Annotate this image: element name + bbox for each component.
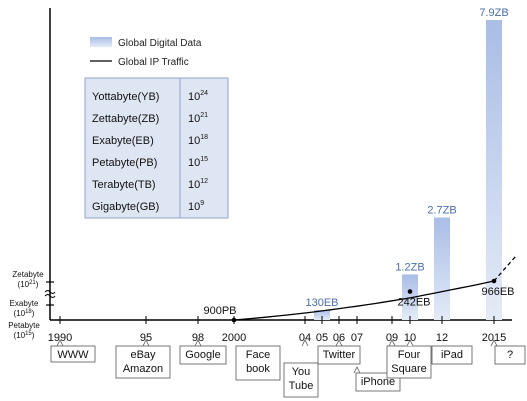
event-box — [431, 345, 473, 365]
legend-swatch-digital-data — [90, 37, 112, 47]
event-label: Tube — [289, 380, 314, 392]
x-tick-label-1990: 1990 — [48, 332, 72, 344]
unit-name-petabyte-pb: Petabyte(PB) — [92, 157, 157, 169]
unit-name-zettabyte-zb: Zettabyte(ZB) — [92, 113, 159, 125]
event-www: WWW — [50, 339, 96, 363]
axis-break-mark — [44, 290, 56, 298]
event-twitter: Twitter — [317, 339, 361, 365]
event-label: Square — [391, 363, 426, 375]
x-tick-label-2009: 09 — [386, 332, 398, 344]
event-box — [494, 345, 526, 365]
unit-power-gigabyte-gb: 109 — [188, 200, 204, 213]
y-unit-name-exabyte: Exabyte — [10, 299, 39, 308]
ip-traffic-line — [233, 280, 495, 321]
unit-power-zettabyte-zb: 1021 — [188, 112, 208, 125]
unit-power-exabyte-eb: 1018 — [188, 134, 208, 147]
legend-label-ip-traffic: Global IP Traffic — [118, 57, 189, 68]
legend-label-digital-data: Global Digital Data — [118, 38, 202, 49]
unit-name-gigabyte-gb: Gigabyte(GB) — [92, 201, 159, 213]
event-label: Four — [398, 349, 421, 361]
bar-label-2012: 2.7ZB — [427, 204, 456, 216]
y-unit-power-exabyte: (1018) — [14, 309, 35, 318]
events-layer: WWW eBay Amazon Google Face book You Tube Twitte… — [50, 339, 526, 398]
event-box — [386, 345, 432, 379]
event-tail — [490, 339, 498, 347]
event-label: iPad — [441, 349, 463, 361]
x-tick-label-2005: 05 — [316, 332, 328, 344]
event-label: Amazon — [123, 363, 163, 375]
event-label: eBay — [130, 349, 156, 361]
unit-name-terabyte-tb: Terabyte(TB) — [92, 179, 156, 191]
unit-power-petabyte-pb: 1015 — [188, 156, 208, 169]
y-unit-power-petabyte: (1015) — [14, 331, 35, 340]
event-face-book: Face book — [235, 339, 309, 381]
event-label: Twitter — [323, 349, 356, 361]
event-box — [235, 345, 281, 381]
unit-table-background — [84, 77, 229, 219]
event-ipad: iPad — [406, 339, 473, 365]
x-tick-label-1998: 98 — [192, 332, 204, 344]
ip-label-2000: 900PB — [203, 305, 236, 317]
bar-2005 — [314, 310, 330, 320]
event-box — [317, 345, 361, 365]
ip-point-2010 — [407, 289, 413, 294]
x-tick-label-2000: 2000 — [222, 332, 246, 344]
event-: ? — [490, 339, 526, 365]
bar-2015 — [486, 20, 502, 320]
event-box — [50, 345, 96, 363]
unit-table: Yottabyte(YB) 1024 Zettabyte(ZB) 1021 Exabyt… — [84, 77, 229, 219]
ip-label-2015: 966EB — [481, 286, 514, 298]
event-four-square: Four Square — [386, 339, 432, 379]
ip-traffic-projection — [493, 255, 517, 282]
event-label: WWW — [57, 349, 89, 361]
event-label: You — [292, 366, 311, 378]
x-tick-label-2015: 2015 — [482, 332, 506, 344]
legend: Global Digital Data Global IP Traffic — [90, 37, 202, 68]
x-tick-label-2007: 07 — [351, 332, 363, 344]
x-tick-label-2012: 12 — [436, 332, 448, 344]
x-tick-label-2010: 10 — [404, 332, 416, 344]
event-label: Face — [246, 349, 270, 361]
event-tail — [335, 339, 343, 347]
unit-power-yottabyte-yb: 1024 — [188, 90, 208, 103]
y-axis-units: Zetabyte (1021) Exabyte (1018) Petabyte … — [8, 270, 44, 340]
bar-label-2005: 130EB — [305, 297, 338, 309]
event-google: Google — [179, 339, 227, 365]
bar-label-2010: 1.2ZB — [395, 261, 424, 273]
bars-layer: 130EB 1.2ZB 2.7ZB 7.9ZB — [305, 7, 509, 320]
ip-point-2015 — [491, 278, 497, 284]
event-ebay-amazon: eBay Amazon — [115, 339, 171, 379]
event-tail — [406, 339, 414, 347]
event-you-tube: You Tube — [283, 356, 326, 398]
event-box — [179, 345, 227, 365]
y-unit-name-zetabyte: Zetabyte — [12, 270, 44, 279]
unit-name-exabyte-eb: Exabyte(EB) — [92, 135, 154, 147]
event-tail — [388, 339, 396, 347]
event-tail — [353, 366, 361, 374]
bar-2012 — [434, 217, 450, 320]
event-label: Google — [185, 349, 220, 361]
ip-label-2010: 242EB — [397, 297, 430, 309]
event-tail — [142, 339, 150, 347]
event-tail — [194, 339, 202, 347]
event-box — [283, 362, 319, 398]
event-tail — [301, 339, 309, 347]
event-box — [115, 345, 171, 379]
unit-name-yottabyte-yb: Yottabyte(YB) — [92, 91, 159, 103]
unit-power-terabyte-tb: 1012 — [188, 178, 208, 191]
event-label: ? — [507, 349, 513, 361]
x-tick-label-2006: 06 — [333, 332, 345, 344]
event-label: book — [246, 363, 270, 375]
event-label: iPhone — [361, 376, 395, 388]
x-ticks-layer: 1990 95 98 2000 04 05 06 07 09 10 12 2015 — [48, 316, 506, 344]
bar-label-2015: 7.9ZB — [479, 7, 508, 19]
x-tick-label-2004: 04 — [299, 332, 311, 344]
event-tail — [56, 339, 64, 347]
y-unit-power-zetabyte: (1021) — [18, 280, 39, 289]
x-tick-label-1995: 95 — [140, 332, 152, 344]
bar-2010 — [402, 274, 418, 320]
y-unit-name-petabyte: Petabyte — [8, 321, 40, 330]
ip-traffic-layer: 900PB 242EB 966EB — [203, 255, 517, 323]
